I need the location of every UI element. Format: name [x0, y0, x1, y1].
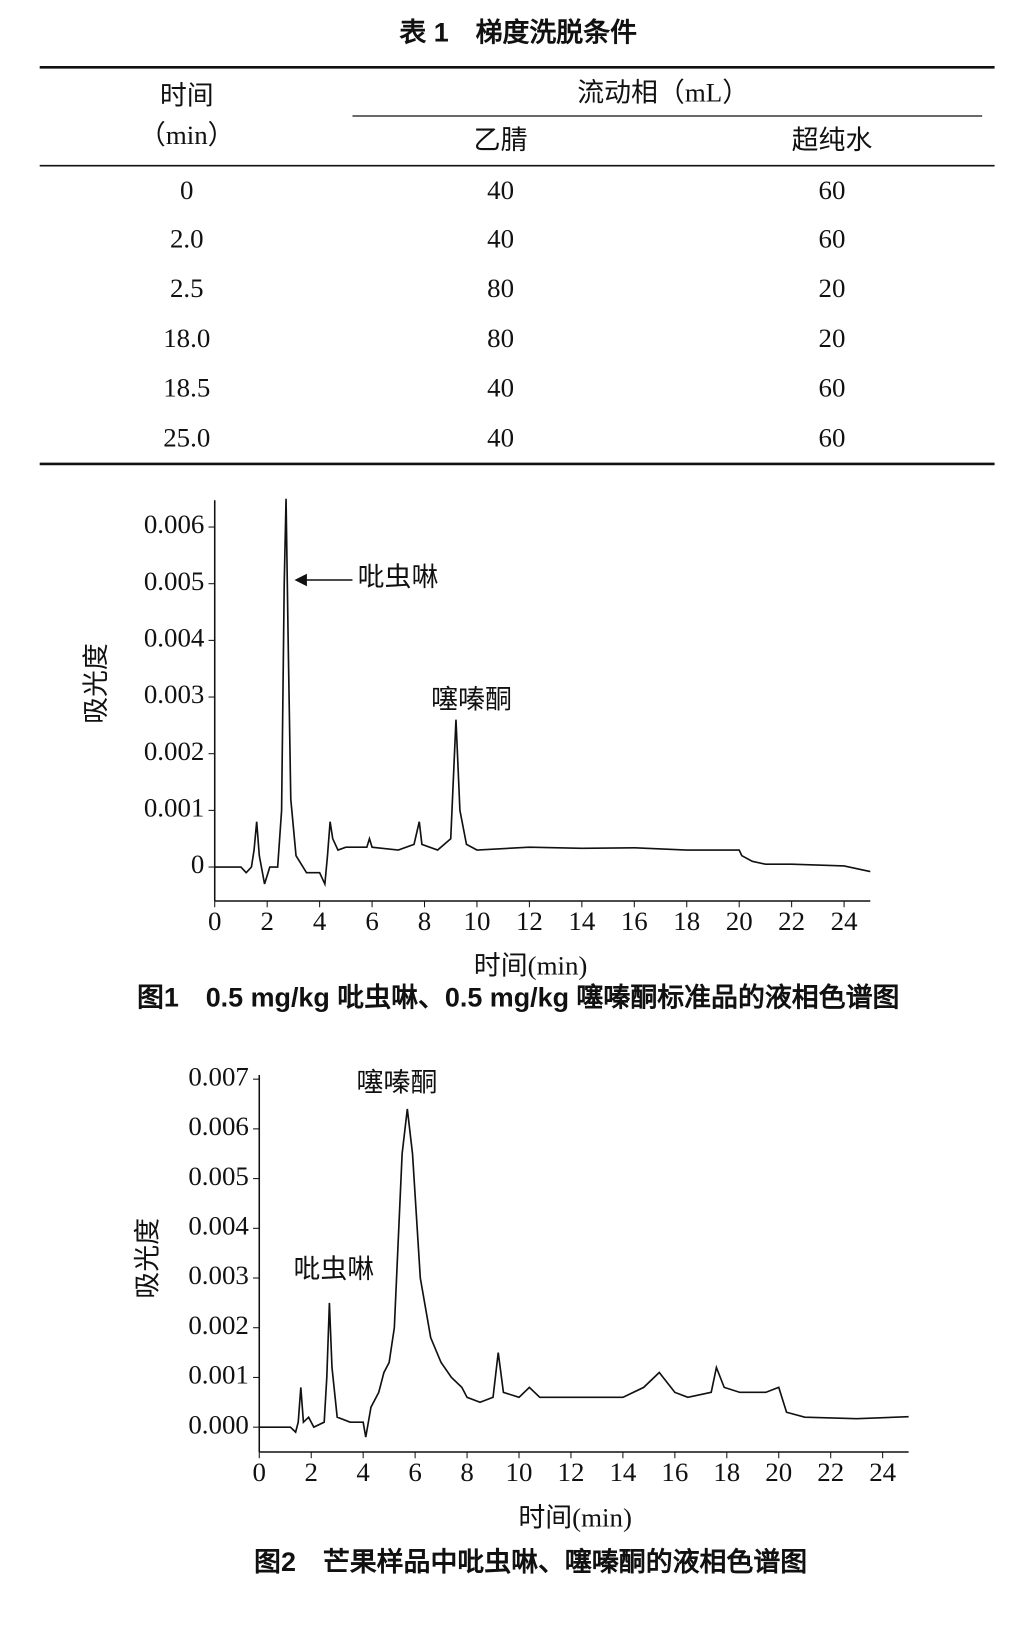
y-tick-label: 0.003 — [188, 1260, 249, 1290]
table-cell: 40 — [487, 422, 514, 452]
y-tick-label: 0.001 — [144, 793, 205, 823]
table-cell: 60 — [819, 175, 846, 205]
y-tick-label: 0.006 — [144, 509, 205, 539]
header: （min） — [139, 120, 235, 150]
y-tick-label: 0.001 — [188, 1360, 249, 1390]
header: 流动相（mL） — [577, 77, 749, 107]
peak-annotation: 吡虫啉 — [293, 1254, 374, 1284]
x-tick-label: 18 — [713, 1457, 740, 1487]
table-cell: 40 — [487, 223, 514, 253]
y-tick-label: 0.007 — [188, 1061, 249, 1091]
x-tick-label: 8 — [460, 1457, 473, 1487]
peak-annotation: 噻嗪酮 — [431, 684, 512, 714]
x-tick-label: 10 — [506, 1457, 533, 1487]
x-tick-label: 14 — [568, 906, 595, 936]
table-cell: 60 — [819, 373, 846, 403]
x-tick-label: 20 — [765, 1457, 792, 1487]
y-tick-label: 0.002 — [188, 1310, 249, 1340]
y-axis-label: 吸光度 — [81, 643, 111, 724]
x-tick-label: 24 — [869, 1457, 896, 1487]
y-tick-label: 0.004 — [188, 1210, 249, 1240]
header: 超纯水 — [792, 125, 873, 155]
x-tick-label: 16 — [661, 1457, 688, 1487]
y-tick-label: 0.003 — [144, 679, 205, 709]
y-tick-label: 0.002 — [144, 736, 205, 766]
y-tick-label: 0.004 — [144, 623, 205, 653]
table-cell: 60 — [819, 223, 846, 253]
x-tick-label: 20 — [726, 906, 753, 936]
x-tick-label: 24 — [831, 906, 858, 936]
x-tick-label: 4 — [313, 906, 327, 936]
x-tick-label: 10 — [464, 906, 491, 936]
x-tick-label: 4 — [356, 1457, 370, 1487]
x-tick-label: 2 — [304, 1457, 317, 1487]
y-tick-label: 0 — [191, 849, 204, 879]
table-cell: 20 — [819, 323, 846, 353]
chromatogram-line — [259, 1108, 909, 1438]
x-tick-label: 18 — [673, 906, 700, 936]
y-tick-label: 0.005 — [144, 566, 205, 596]
x-axis-label: 时间(min) — [518, 1503, 632, 1533]
x-tick-label: 8 — [418, 906, 431, 936]
table-cell: 18.5 — [163, 373, 210, 403]
x-tick-label: 22 — [778, 906, 805, 936]
header: 时间 — [160, 81, 214, 111]
x-tick-label: 0 — [208, 906, 221, 936]
x-tick-label: 6 — [408, 1457, 421, 1487]
y-tick-label: 0.005 — [188, 1161, 249, 1191]
table-cell: 40 — [487, 175, 514, 205]
arrow-head — [294, 573, 307, 587]
table-cell: 40 — [487, 373, 514, 403]
table-cell: 20 — [819, 273, 846, 303]
y-axis-label: 吸光度 — [133, 1218, 163, 1299]
table-cell: 2.0 — [170, 223, 204, 253]
table-cell: 80 — [487, 323, 514, 353]
y-tick-label: 0.006 — [188, 1111, 249, 1141]
y-tick-label: 0.000 — [188, 1409, 249, 1439]
x-tick-label: 14 — [609, 1457, 636, 1487]
x-tick-label: 12 — [558, 1457, 585, 1487]
table-cell: 2.5 — [170, 273, 204, 303]
figure-caption: 图2 芒果样品中吡虫啉、噻嗪酮的液相色谱图 — [254, 1546, 807, 1577]
table-cell: 80 — [487, 273, 514, 303]
x-tick-label: 0 — [253, 1457, 266, 1487]
x-tick-label: 22 — [817, 1457, 844, 1487]
table-cell: 0 — [180, 175, 193, 205]
x-tick-label: 16 — [621, 906, 648, 936]
table-cell: 25.0 — [163, 422, 210, 452]
x-tick-label: 12 — [516, 906, 543, 936]
x-tick-label: 6 — [365, 906, 378, 936]
x-axis-label: 时间(min) — [474, 951, 588, 981]
table-cell: 60 — [819, 422, 846, 452]
peak-annotation: 噻嗪酮 — [357, 1068, 438, 1098]
peak-annotation: 吡虫啉 — [358, 562, 439, 592]
table-cell: 18.0 — [163, 323, 210, 353]
figure-caption: 图1 0.5 mg/kg 吡虫啉、0.5 mg/kg 噻嗪酮标准品的液相色谱图 — [137, 982, 899, 1013]
chromatogram-line — [214, 498, 871, 888]
header: 乙腈 — [474, 125, 528, 155]
x-tick-label: 2 — [260, 906, 273, 936]
table-title: 表 1 梯度洗脱条件 — [399, 16, 637, 47]
